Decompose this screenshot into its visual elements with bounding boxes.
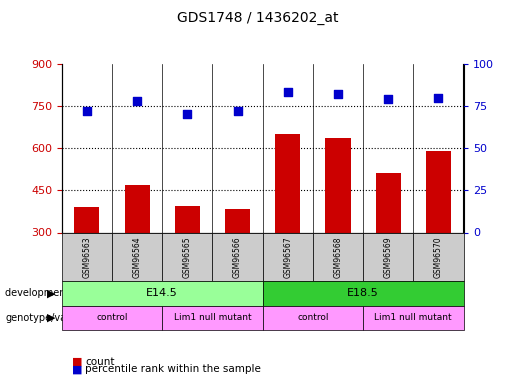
Point [133,98,141,104]
Text: development stage: development stage [5,288,100,298]
Point [384,96,392,102]
Bar [325,138,351,232]
Text: ■: ■ [72,364,82,374]
Text: GSM96570: GSM96570 [434,236,443,278]
Text: count: count [85,357,114,367]
Text: Lim1 null mutant: Lim1 null mutant [174,314,251,322]
Text: genotype/variation: genotype/variation [5,313,98,323]
Text: GSM96563: GSM96563 [82,236,91,278]
Text: GSM96569: GSM96569 [384,236,392,278]
Text: GSM96567: GSM96567 [283,236,292,278]
Bar [175,206,200,232]
Point [334,91,342,97]
Text: GSM96565: GSM96565 [183,236,192,278]
Text: GSM96566: GSM96566 [233,236,242,278]
Text: ▶: ▶ [47,288,56,298]
Bar [225,209,250,232]
Point [83,108,91,114]
Text: GSM96564: GSM96564 [133,236,142,278]
Text: ■: ■ [72,357,82,367]
Point [183,111,192,117]
Bar [74,207,99,232]
Point [233,108,242,114]
Bar [375,173,401,232]
Text: control: control [297,314,329,322]
Text: GSM96568: GSM96568 [334,236,342,278]
Text: Lim1 null mutant: Lim1 null mutant [374,314,452,322]
Text: GDS1748 / 1436202_at: GDS1748 / 1436202_at [177,11,338,25]
Text: E14.5: E14.5 [146,288,178,298]
Bar [426,151,451,232]
Text: ▶: ▶ [47,313,56,323]
Bar [125,185,150,232]
Text: E18.5: E18.5 [347,288,379,298]
Text: control: control [96,314,128,322]
Bar [275,134,300,232]
Text: percentile rank within the sample: percentile rank within the sample [85,364,261,374]
Point [284,90,292,96]
Point [434,94,442,100]
